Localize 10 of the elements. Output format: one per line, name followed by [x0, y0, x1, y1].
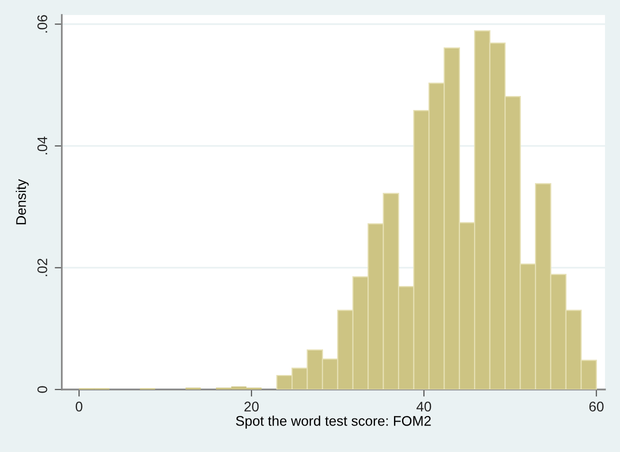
x-tick-label: 60: [589, 402, 604, 412]
x-tick-label: 0: [76, 402, 82, 412]
y-tick-label: .06: [37, 15, 48, 33]
x-tick-label: 20: [244, 402, 259, 412]
y-tick-label: .04: [37, 136, 48, 154]
y-tick-label: 0: [37, 386, 48, 393]
y-tick-label: .02: [37, 258, 48, 276]
y-axis-title: Density: [16, 179, 29, 224]
x-tick-label: 40: [416, 402, 432, 412]
x-axis-title: Spot the word test score: FOM2: [236, 416, 431, 429]
